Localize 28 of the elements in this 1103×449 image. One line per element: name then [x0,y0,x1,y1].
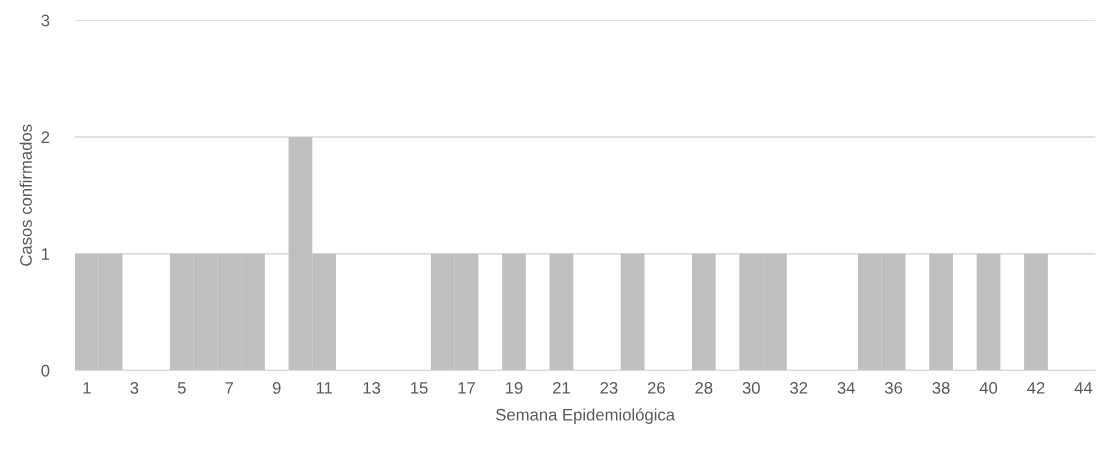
x-tick-label: 38 [932,381,950,394]
x-tick-label: 40 [979,381,998,394]
x-tick-label: 5 [177,382,186,394]
x-tick-label: 11 [316,382,332,394]
y-tick-label: 2 [41,131,50,143]
x-tick-label: 9 [272,381,281,394]
x-tick-label: 1 [83,382,91,394]
y-tick-label: 1 [42,248,50,260]
x-tick-label: 23 [600,381,618,394]
x-tick-label: 26 [647,381,665,394]
x-tick-label: 28 [695,381,713,394]
x-tick-label: 36 [884,381,903,394]
x-tick-label: 3 [130,381,139,394]
x-tick-label: 15 [411,382,428,394]
y-tick-label: 3 [41,14,50,27]
y-axis-title: Casos confirmados [19,124,32,266]
x-tick-label: 7 [225,382,234,394]
y-tick-label: 0 [41,364,50,377]
x-tick-label: 34 [837,381,855,394]
x-tick-label: 13 [363,381,381,394]
x-axis-title: Semana Epidemiológica [496,408,676,424]
x-tick-label: 42 [1027,381,1045,394]
x-tick-label: 17 [458,382,475,394]
x-tick-label: 21 [552,381,570,394]
x-tick-label: 30 [742,381,760,394]
x-tick-label: 44 [1074,382,1093,394]
x-tick-label: 32 [790,381,808,394]
x-tick-label: 19 [505,381,523,394]
